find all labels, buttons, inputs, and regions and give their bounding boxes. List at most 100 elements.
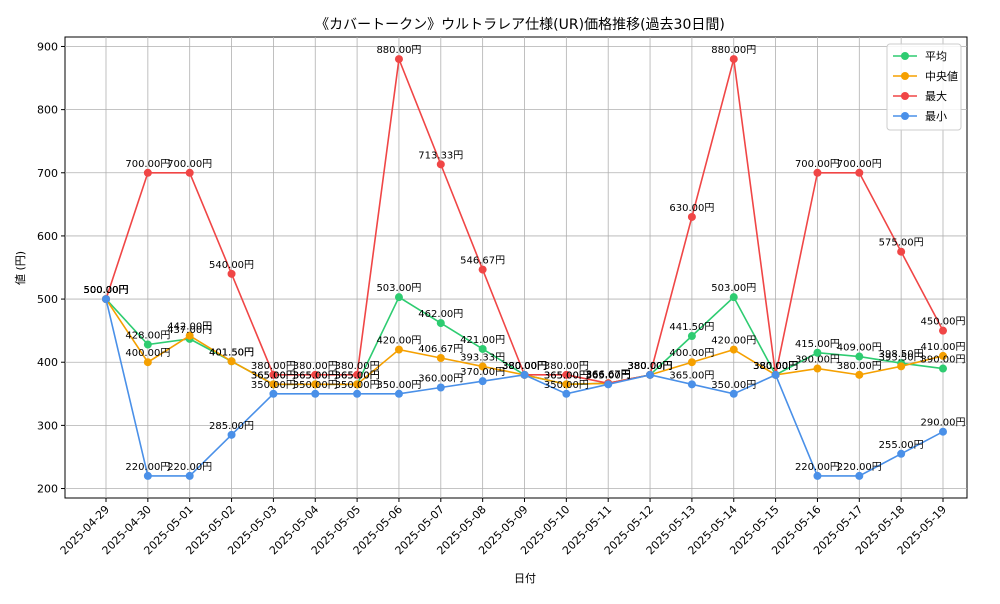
data-label: 420.00円 (376, 336, 421, 347)
y-tick-label: 800 (37, 104, 58, 117)
data-point (436, 354, 445, 363)
data-label: 350.00円 (335, 380, 380, 391)
data-point (436, 160, 445, 169)
data-label: 380.00円 (628, 361, 673, 372)
data-point (813, 364, 822, 373)
data-label: 421.00円 (460, 335, 505, 346)
data-label: 441.50円 (669, 322, 714, 333)
data-point (897, 362, 906, 371)
data-label: 365.00円 (293, 370, 338, 381)
data-point (436, 319, 445, 328)
data-point (939, 326, 947, 335)
grid-layer (65, 37, 967, 498)
data-label: 500.00円 (84, 285, 129, 296)
data-label: 380.00円 (837, 361, 882, 372)
data-label: 401.50円 (209, 347, 254, 358)
data-point (562, 380, 571, 389)
data-label: 350.00円 (251, 380, 296, 391)
data-point (897, 449, 906, 458)
data-label-layer: 500.00円428.00円437.00円401.50円365.00円365.0… (84, 45, 966, 473)
data-point (227, 430, 236, 439)
data-label: 380.00円 (628, 361, 673, 372)
data-label: 540.00円 (209, 260, 254, 271)
data-label: 428.00円 (125, 331, 170, 342)
data-label: 500.00円 (84, 285, 129, 296)
data-label: 380.00円 (502, 361, 547, 372)
data-point (143, 168, 152, 177)
data-point (729, 345, 738, 354)
data-label: 220.00円 (837, 462, 882, 473)
data-label: 380.00円 (628, 361, 673, 372)
data-label: 220.00円 (795, 462, 840, 473)
data-point (687, 332, 696, 341)
data-label: 503.00円 (376, 283, 421, 294)
data-label: 380.00円 (502, 361, 547, 372)
data-label: 365.00円 (335, 370, 380, 381)
data-label: 700.00円 (795, 159, 840, 170)
data-label: 380.00円 (753, 361, 798, 372)
data-point (269, 370, 278, 379)
legend-swatch-marker (901, 112, 909, 120)
data-point (939, 427, 947, 436)
data-label: 360.00円 (418, 373, 463, 384)
data-label: 290.00円 (921, 418, 966, 429)
data-point (311, 370, 320, 379)
data-label: 365.00円 (544, 370, 589, 381)
data-label: 503.00円 (711, 283, 756, 294)
data-point (729, 293, 738, 302)
data-point (939, 351, 947, 360)
x-axis-label: 日付 (514, 572, 536, 585)
data-point (227, 269, 236, 278)
data-label: 350.00円 (293, 380, 338, 391)
legend-swatch-marker (901, 72, 909, 80)
data-point (687, 212, 696, 221)
data-label: 366.67円 (586, 369, 631, 380)
data-point (102, 295, 110, 304)
data-label: 400.00円 (669, 348, 714, 359)
legend-swatch-marker (901, 52, 909, 60)
data-point (771, 370, 780, 379)
data-point (729, 389, 738, 398)
data-label: 401.50円 (209, 347, 254, 358)
data-label: 380.00円 (628, 361, 673, 372)
data-point (394, 345, 403, 354)
data-label: 575.00円 (879, 238, 924, 249)
data-point (478, 362, 487, 371)
data-label: 370.00円 (460, 367, 505, 378)
data-label: 350.00円 (376, 380, 421, 391)
data-point (478, 344, 487, 353)
data-label: 350.00円 (711, 380, 756, 391)
data-label: 380.00円 (502, 361, 547, 372)
data-point (143, 340, 152, 349)
data-label: 255.00円 (879, 440, 924, 451)
data-label: 437.00円 (167, 325, 212, 336)
data-label: 380.00円 (753, 361, 798, 372)
data-point (646, 370, 655, 379)
y-tick-label: 500 (37, 293, 58, 306)
data-point (604, 380, 613, 389)
legend-entry-label: 最小 (925, 110, 947, 123)
data-point (855, 370, 864, 379)
data-point (562, 370, 571, 379)
data-label: 390.00円 (921, 355, 966, 366)
data-label: 400.00円 (125, 348, 170, 359)
data-point (855, 471, 864, 480)
data-label: 380.00円 (544, 361, 589, 372)
data-label: 380.00円 (251, 361, 296, 372)
data-label: 220.00円 (125, 462, 170, 473)
data-label: 220.00円 (167, 462, 212, 473)
y-tick-label: 300 (37, 419, 58, 432)
y-tick-label: 400 (37, 356, 58, 369)
data-label: 700.00円 (837, 159, 882, 170)
data-point (143, 358, 152, 367)
data-point (687, 380, 696, 389)
data-label: 409.00円 (837, 343, 882, 354)
data-label: 390.00円 (795, 355, 840, 366)
data-point (939, 364, 947, 373)
data-point (227, 357, 236, 366)
data-label: 365.00円 (586, 370, 631, 381)
data-label: 398.50円 (879, 349, 924, 360)
y-tick-label: 700 (37, 167, 58, 180)
